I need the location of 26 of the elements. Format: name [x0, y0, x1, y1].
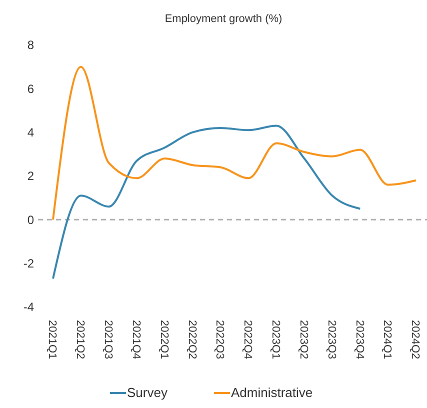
x-tick-label: 2021Q1 — [46, 320, 58, 360]
x-tick-label: 2024Q1 — [381, 320, 394, 360]
x-tick-label: 2023Q1 — [270, 320, 282, 360]
x-tick-label: 2023Q4 — [353, 320, 366, 360]
y-tick-label: 6 — [27, 82, 34, 96]
x-tick-label: 2023Q2 — [297, 320, 310, 360]
x-tick-label: 2022Q2 — [186, 320, 198, 360]
y-tick-label: -2 — [23, 256, 34, 271]
x-tick-label: 2022Q4 — [242, 320, 254, 360]
x-tick-label: 2024Q2 — [409, 320, 422, 360]
y-tick-label: 0 — [27, 212, 34, 227]
y-tick-label: -4 — [23, 300, 34, 314]
y-tick-label: 8 — [27, 38, 34, 52]
line-series — [52, 124, 362, 280]
x-tick-label: 2021Q4 — [130, 320, 142, 360]
x-tick-label: 2022Q3 — [214, 320, 226, 360]
chart-title: Employment growth (%) — [164, 13, 282, 25]
legend-label: Survey — [127, 385, 168, 400]
x-tick-label: 2023Q3 — [325, 320, 338, 360]
y-tick-label: 2 — [27, 169, 34, 184]
legend-label: Administrative — [231, 385, 313, 400]
x-tick-label: 2021Q3 — [102, 320, 114, 360]
x-tick-label: 2022Q1 — [158, 320, 170, 360]
line-series — [52, 66, 417, 221]
y-tick-label: 4 — [27, 126, 34, 140]
x-tick-label: 2021Q2 — [74, 320, 86, 360]
